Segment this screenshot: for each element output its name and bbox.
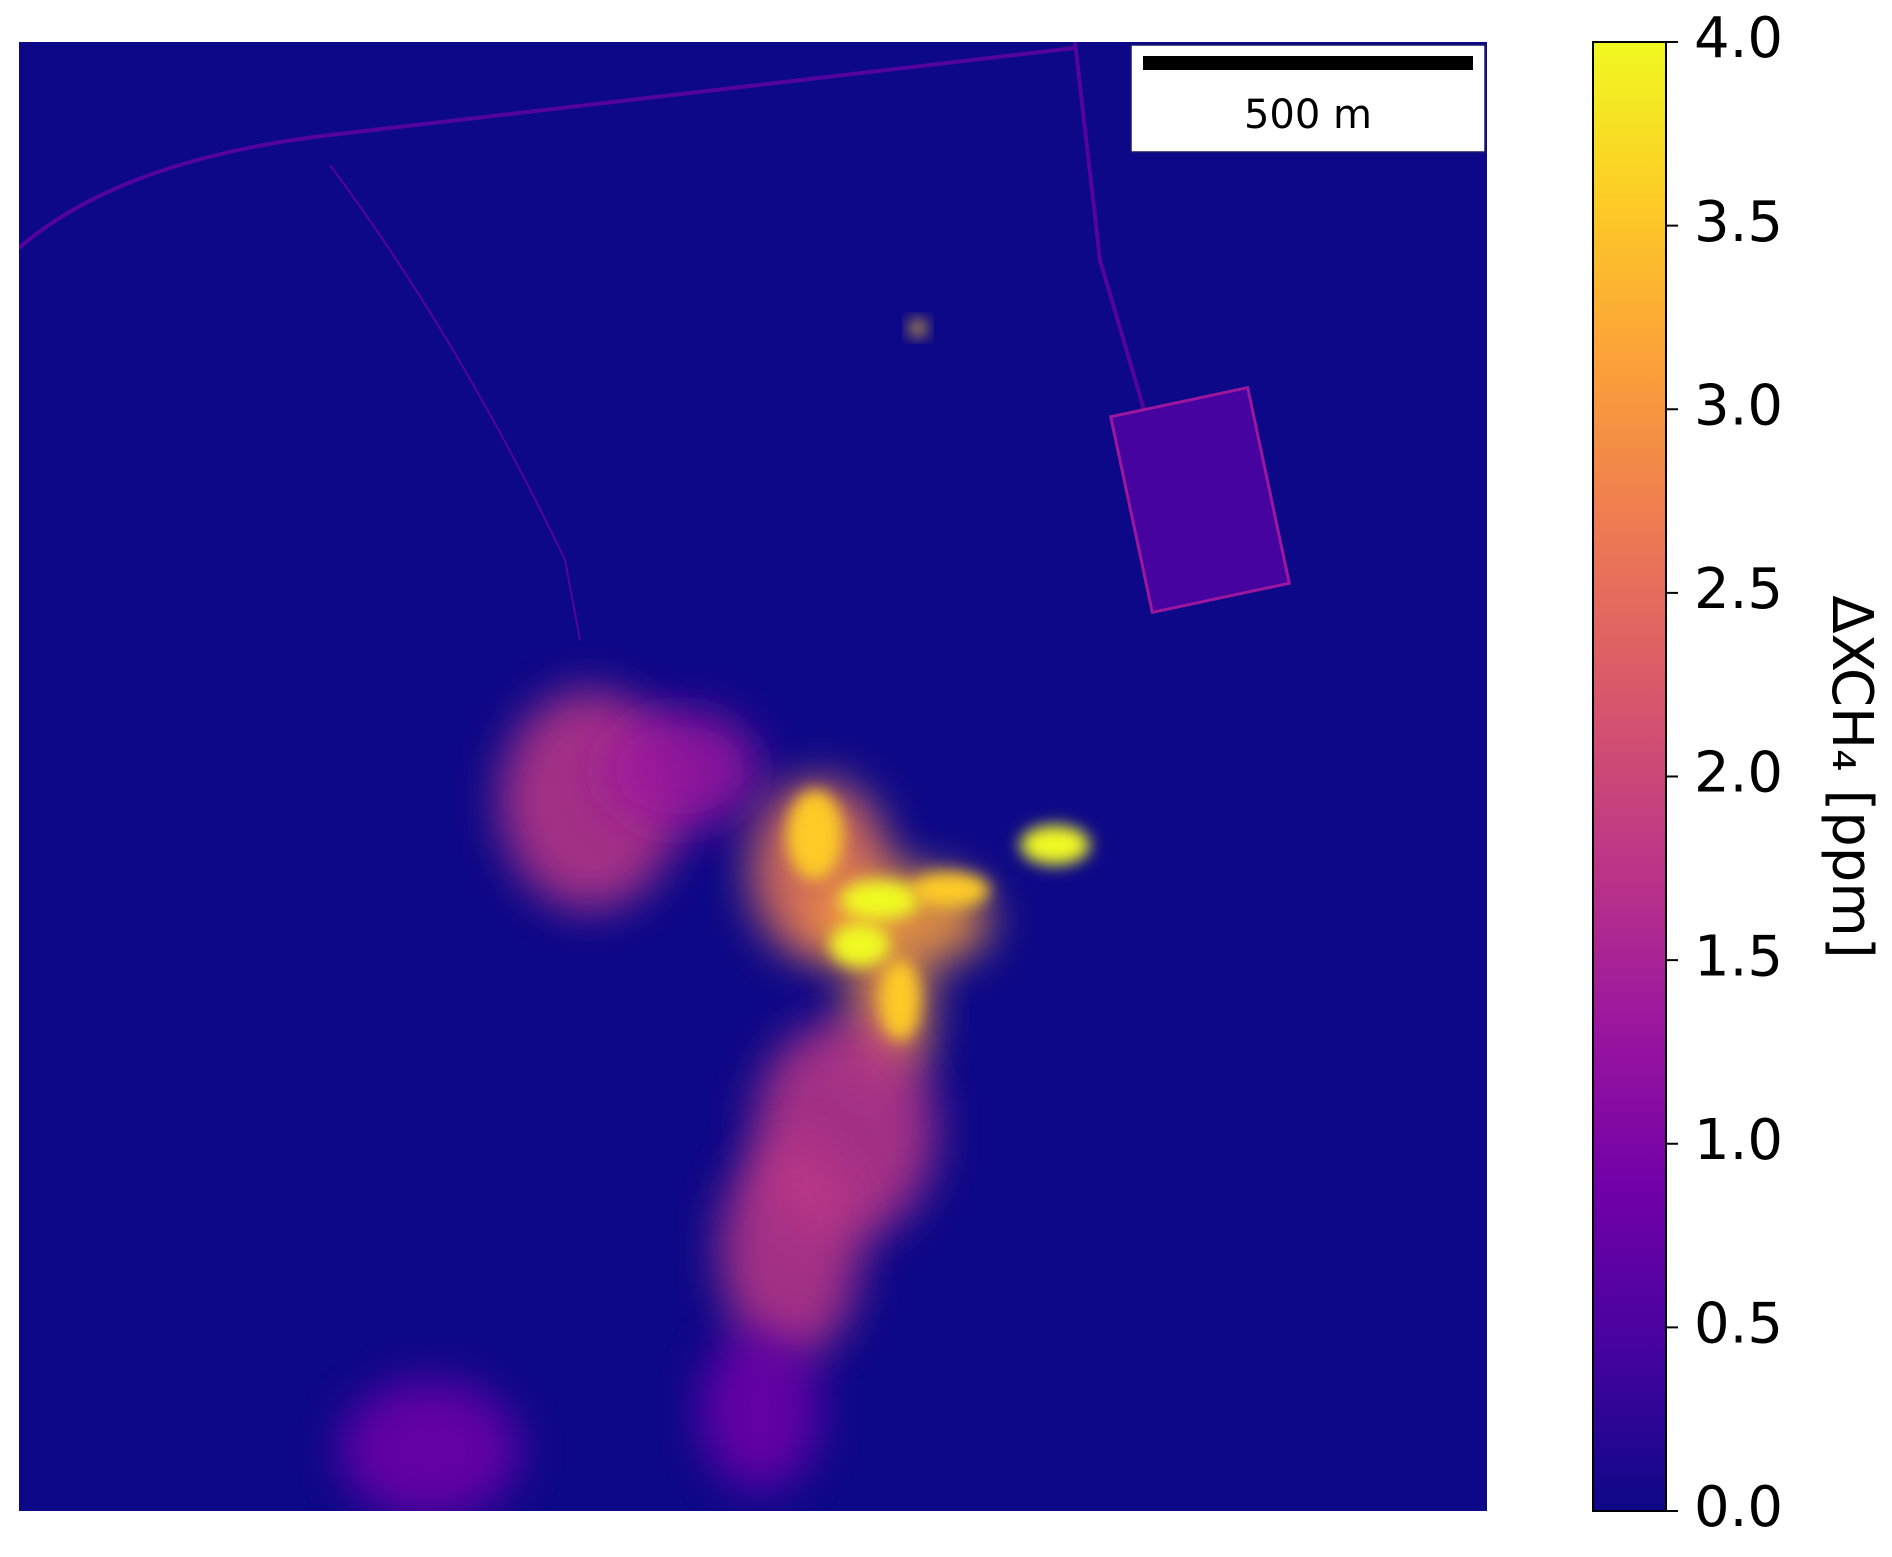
road [19,46,1076,250]
plume-core [1020,825,1090,865]
colorbar-tick-label: 4.0 [1694,6,1783,71]
plume-blob [720,1140,860,1360]
colorbar-tick-label: 3.0 [1694,373,1783,438]
facility [1108,385,1292,615]
plume-core [787,790,843,880]
plume-blob [600,710,760,830]
colorbar-label: ΔXCH₄ [ppm] [1819,595,1884,958]
colorbar-tick-label: 1.5 [1694,924,1783,989]
colorbar-tick-label: 2.0 [1694,741,1783,806]
methane-image [19,42,1487,1511]
scale-bar: 500 m [1130,44,1486,153]
scale-bar-label: 500 m [1244,92,1372,138]
colorbar-tick-label: 3.5 [1694,190,1783,255]
plume-core [880,960,920,1040]
plume-core [840,880,920,920]
colorbar-tick-label: 2.5 [1694,557,1783,622]
plume-core [830,923,890,967]
plume-blob [700,1330,820,1490]
colorbar-tick-label: 0.5 [1694,1292,1783,1357]
colorbar-tick-label: 1.0 [1694,1108,1783,1173]
road [329,164,581,641]
colorbar [1592,41,1667,1512]
plume-blob [340,1380,520,1511]
colorbar-tick-label: 0.0 [1694,1475,1783,1540]
plume-core [910,872,990,908]
plume-core [910,320,926,336]
